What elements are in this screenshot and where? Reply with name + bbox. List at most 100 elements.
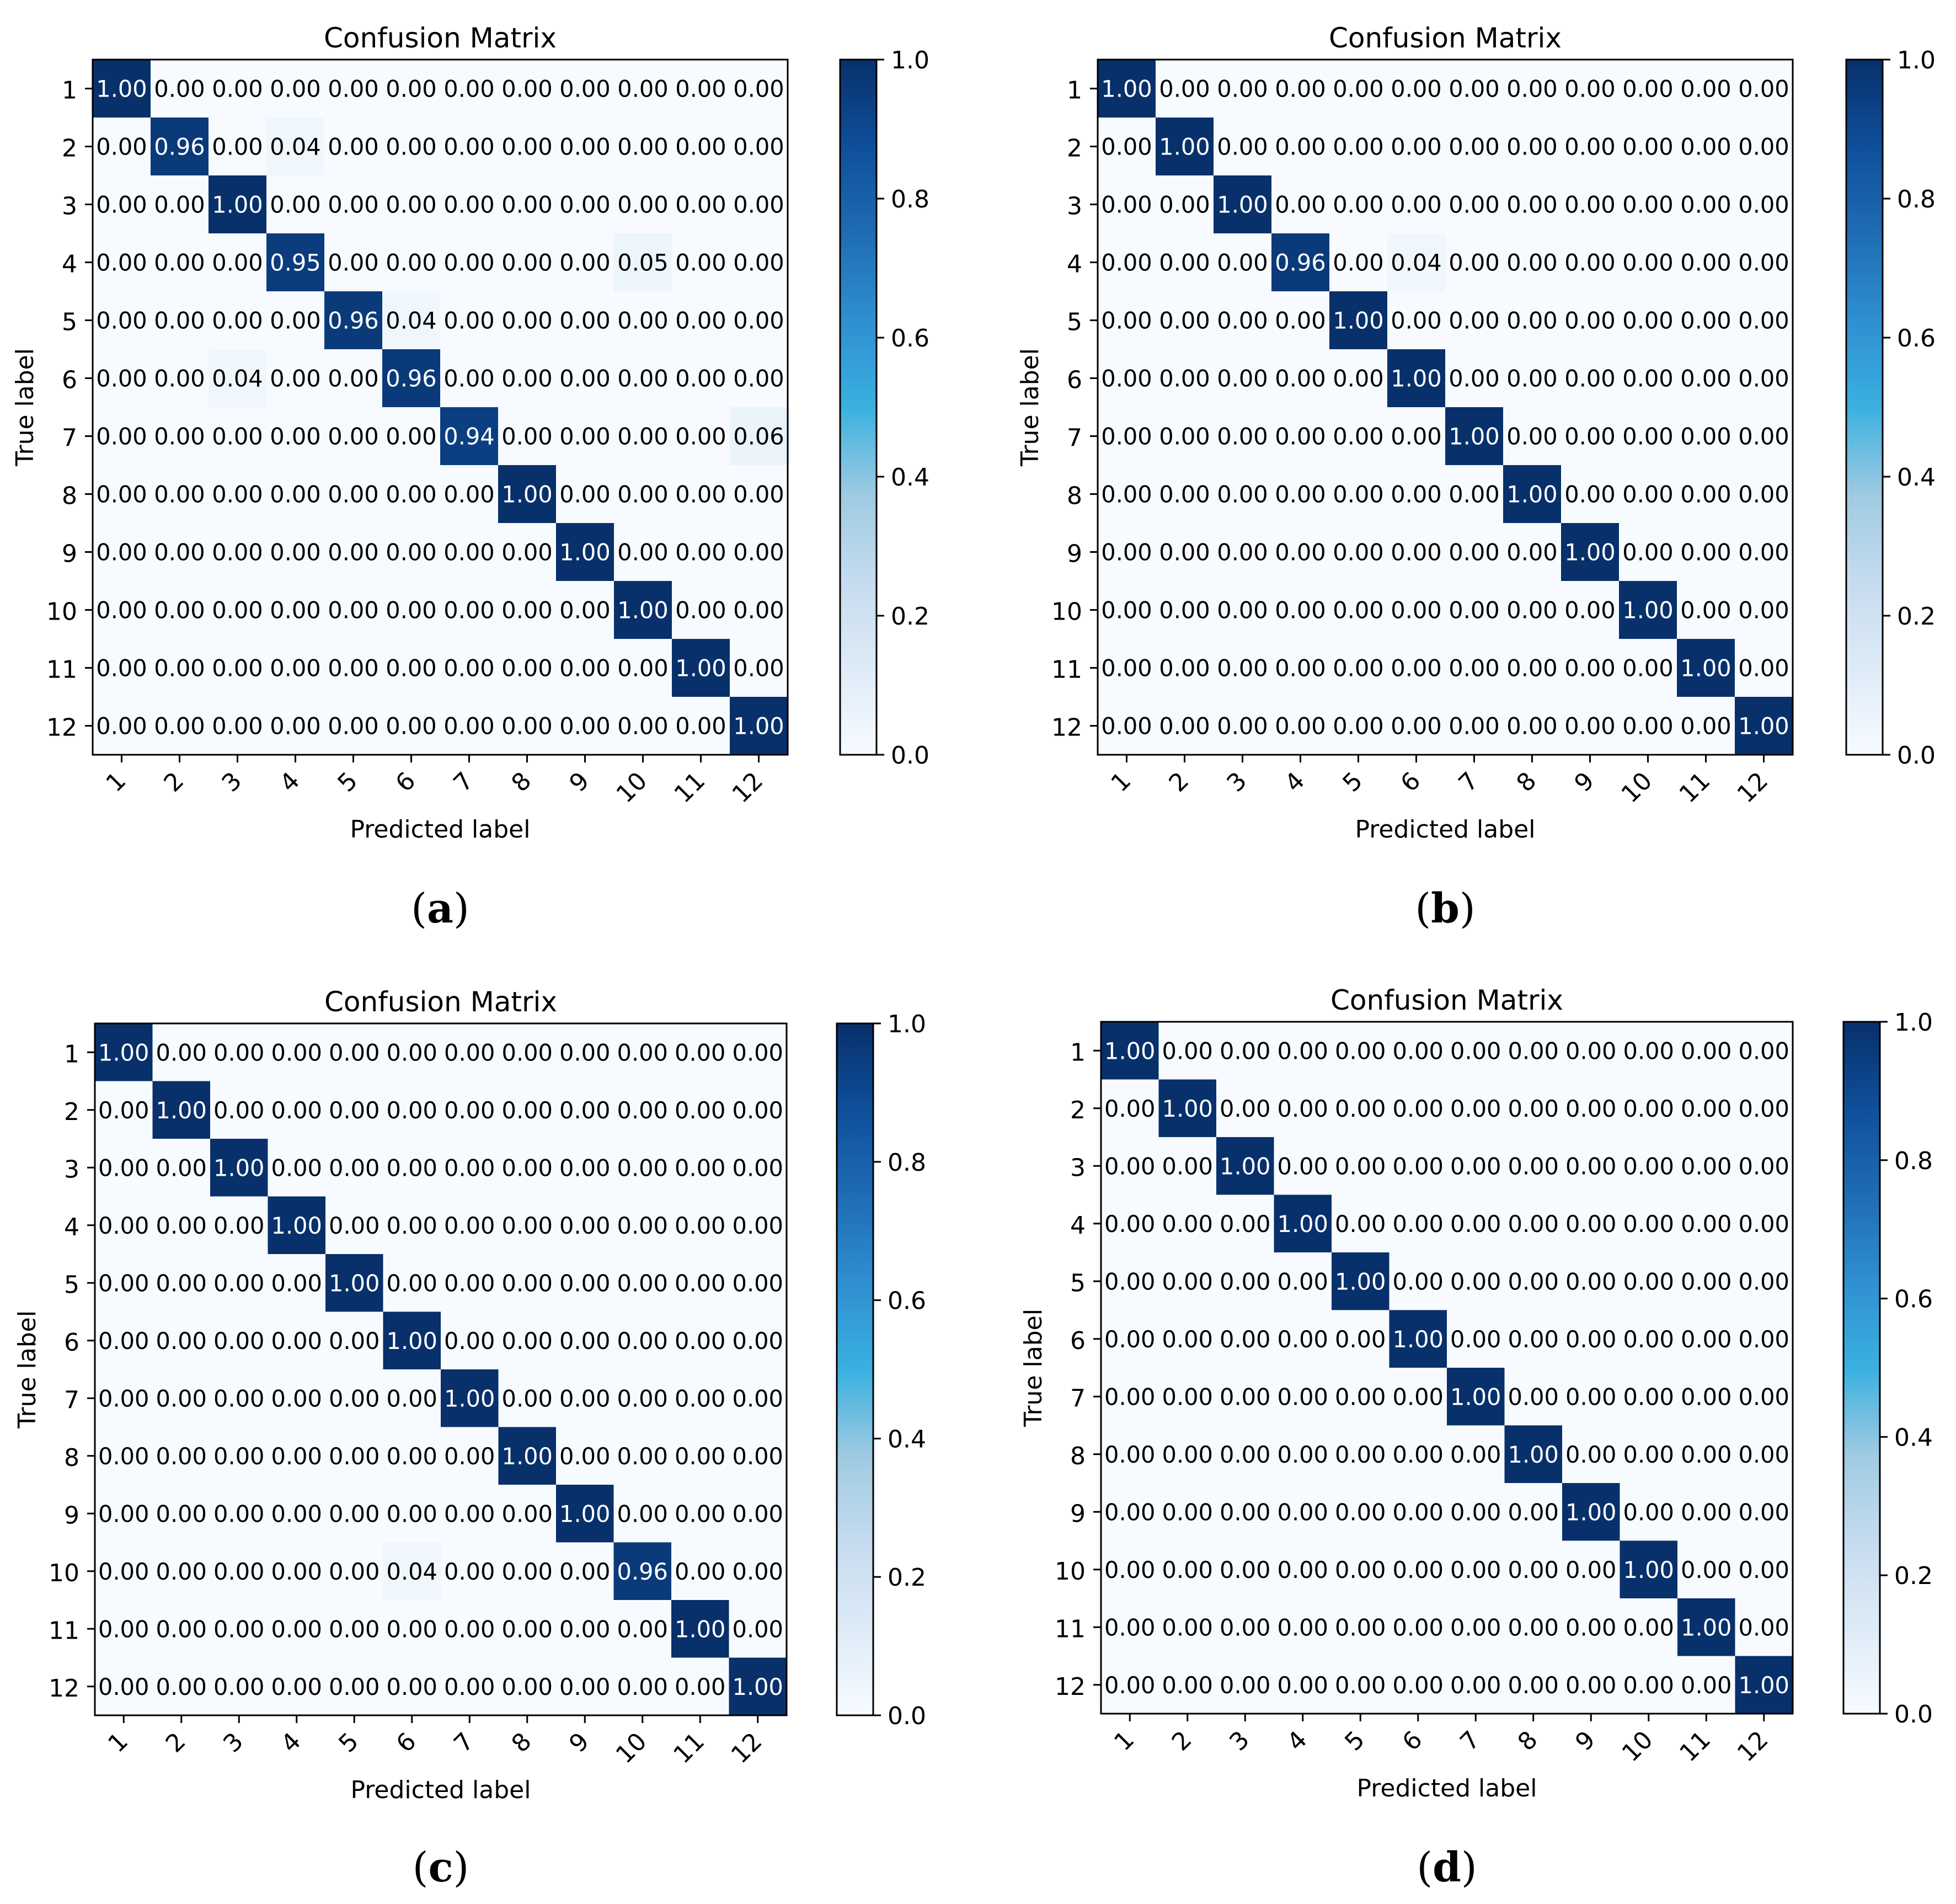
heatmap-cell [671,1369,730,1428]
heatmap-cell [498,1139,557,1197]
cell-value-label: 0.00 [1680,481,1731,508]
heatmap-cell [730,291,788,350]
heatmap-cell [1620,1483,1678,1542]
cell-value-label: 0.00 [1449,539,1499,566]
heatmap-cell [498,581,557,639]
cell-value-label: 0.00 [1622,713,1673,740]
heatmap-cell [556,407,614,466]
x-axis-label: Predicted label [1357,1774,1537,1802]
heatmap-cell [1735,697,1793,755]
cell-value-label: 0.00 [733,1558,783,1585]
cell-value-label: 0.00 [387,1385,437,1412]
heatmap-cell [498,1311,557,1370]
heatmap-cell [613,1196,672,1255]
heatmap-cell [382,291,441,350]
heatmap-cell [614,60,672,118]
cell-value-label: 0.00 [1508,1037,1559,1064]
cell-value-label: 0.00 [386,481,436,508]
y-tick-label: 11 [49,1617,79,1645]
cell-value-label: 0.00 [1391,76,1441,103]
heatmap-cell [1504,1656,1563,1714]
heatmap-cell [1101,1483,1159,1542]
heatmap-cell [556,1657,614,1716]
cell-value-label: 0.00 [1275,481,1326,508]
cell-value-label: 0.00 [559,365,610,392]
cell-value-label: 0.00 [386,655,436,682]
colorbar-tick-label: 0.4 [891,463,929,492]
cell-value-label: 0.00 [1564,597,1615,624]
cell-value-label: 0.00 [1450,1498,1501,1526]
heatmap-cell [1101,1022,1159,1080]
heatmap-cell [266,118,325,176]
heatmap-cell [1274,1079,1332,1138]
cell-value-label: 0.00 [1681,1498,1731,1526]
heatmap-cell [1447,1598,1505,1657]
heatmap-cell [672,175,730,234]
cell-value-label: 0.00 [501,307,552,334]
heatmap-cell [1274,1483,1332,1542]
cell-value-label: 0.00 [1162,1037,1213,1064]
heatmap-cell [209,60,267,118]
heatmap-cell [268,1081,326,1139]
cell-value-label: 0.00 [1333,481,1383,508]
heatmap-cell [556,1254,614,1313]
heatmap-cell [1098,465,1156,524]
heatmap-cell [671,1427,730,1485]
cell-value-label: 0.00 [1217,539,1268,566]
cell-value-label: 0.00 [1217,76,1268,103]
cell-value-label: 0.00 [1565,1556,1616,1583]
matrix-frame [92,58,789,756]
cell-value-label: 0.00 [1162,1210,1213,1238]
heatmap-cell [671,1196,730,1255]
heatmap-cell [1271,407,1330,466]
cell-value-label: 0.00 [1564,365,1615,392]
cell-value-label: 0.00 [387,1443,437,1470]
cell-value-label: 0.00 [1162,1614,1213,1641]
heatmap-cell [556,1485,614,1543]
heatmap-cell [1216,1656,1275,1714]
panel-caption: (d) [1417,1844,1477,1891]
cell-value-label: 0.00 [1101,539,1152,566]
heatmap-cell [441,1485,499,1543]
cell-value-label: 0.00 [212,249,263,276]
cell-value-label: 1.00 [1391,365,1441,392]
cell-value-label: 0.00 [733,597,784,624]
heatmap-cell [210,1600,269,1658]
cell-value-label: 0.00 [559,1558,610,1585]
y-axis-label: True label [1019,1309,1048,1427]
heatmap-cell [1561,581,1620,639]
cell-value-label: 0.00 [559,1097,610,1124]
x-axis-label: Predicted label [351,1776,531,1804]
cell-value-label: 0.00 [329,1154,380,1181]
cell-value-label: 0.00 [733,191,784,218]
heatmap-cell [324,291,383,350]
heatmap-cell [1156,118,1214,176]
cell-value-label: 0.00 [213,1097,264,1124]
cell-value-label: 0.04 [270,134,320,161]
cell-value-label: 0.00 [96,249,147,276]
y-tick-label: 6 [64,1329,79,1357]
heatmap-cell [382,60,441,118]
cell-value-label: 0.00 [271,1327,322,1354]
heatmap-cell [266,407,325,466]
heatmap-cell [1561,60,1620,118]
cell-value-label: 0.00 [1739,1614,1789,1641]
cell-value-label: 0.00 [1622,191,1673,218]
cell-value-label: 0.00 [501,249,552,276]
cell-value-label: 0.00 [1450,1153,1501,1180]
heatmap-cell [268,1600,326,1658]
heatmap-cell [151,291,209,350]
heatmap-cell [730,233,788,292]
cell-value-label: 0.00 [733,655,784,682]
heatmap-cell [325,1427,384,1485]
cell-value-label: 0.00 [675,1327,725,1354]
cell-value-label: 0.00 [733,76,784,103]
heatmap-cell [382,581,441,639]
cell-value-label: 0.00 [1391,655,1441,682]
cell-value-label: 0.00 [156,1270,207,1297]
cell-value-label: 0.00 [270,597,320,624]
cell-value-label: 0.00 [154,191,205,218]
heatmap-cell [1101,1194,1159,1253]
cell-value-label: 0.00 [1738,134,1789,161]
cell-value-label: 0.00 [1217,134,1268,161]
